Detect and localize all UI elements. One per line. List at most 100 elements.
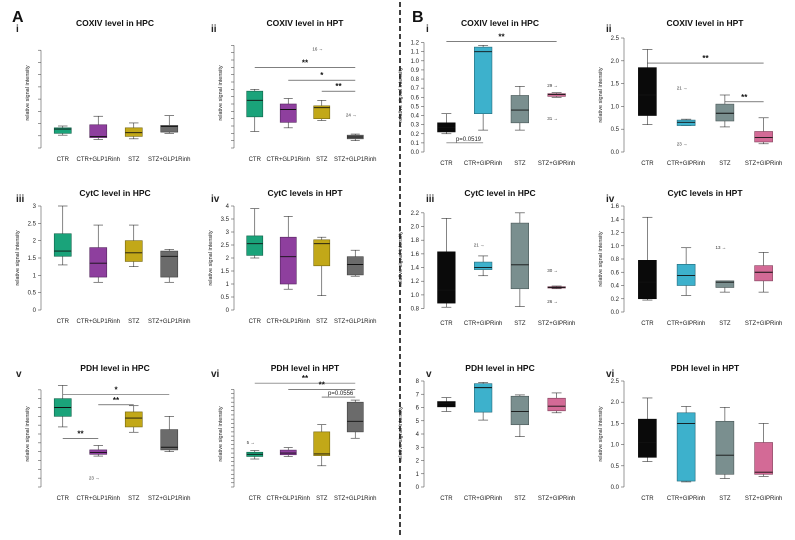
x-tick-label: STZ [719, 496, 731, 502]
y-tick-label: 5 [416, 419, 420, 425]
box-ctr-glp1rinh [279, 216, 297, 290]
x-tick-label: CTR+GLP1Rinh [76, 319, 120, 325]
box-iqr [346, 256, 364, 276]
chart-title: CytC levels in HPT [667, 188, 743, 198]
chart-roman-numeral: i [16, 24, 19, 35]
box-stz [124, 405, 143, 433]
chart-A-iv: iv CytC levels in HPT 0 0.5 1 1.5 2 2.5 3 3.5 4 rel… [208, 188, 377, 325]
chart-title: COXIV level in HPT [667, 18, 745, 28]
y-tick-label: 1 [226, 282, 230, 288]
y-tick-label: 3.5 [221, 217, 230, 223]
box-stz [510, 212, 529, 307]
box-iqr [279, 103, 297, 123]
chart-title: COXIV level in HPC [76, 18, 154, 28]
y-tick-label: 1.2 [411, 279, 420, 285]
significance-bracket: ** [98, 396, 134, 406]
y-tick-label: 6 [416, 406, 420, 412]
y-axis-label: relative signal intensity [25, 406, 31, 462]
x-tick-label: CTR+GIPRinh [464, 496, 503, 502]
box-stz-glp1rinh [160, 115, 179, 134]
x-tick-label: STZ [316, 319, 328, 325]
y-axis-label: relative signal intensity [208, 230, 214, 286]
box-iqr [124, 411, 143, 428]
box-stz-glp1rinh [346, 399, 364, 439]
x-tick-label: STZ [316, 157, 328, 163]
box-stz-glp1rinh [346, 133, 364, 141]
y-axis-label: relative signal intensity [598, 231, 604, 287]
box-iqr [474, 383, 493, 413]
box-iqr [547, 93, 566, 97]
y-tick-label: 0.2 [411, 132, 420, 138]
x-tick-label: STZ+GIPRinh [538, 321, 576, 327]
y-tick-label: 0 [226, 308, 230, 314]
box-iqr [124, 240, 143, 262]
box-iqr [754, 131, 773, 143]
y-tick-label: 8 [416, 379, 420, 385]
y-tick-label: 4 [226, 204, 230, 210]
box-ctr-glp1rinh [279, 447, 297, 457]
y-tick-label: 1 [33, 273, 37, 279]
x-tick-label: CTR+GIPRinh [667, 321, 706, 327]
x-tick-label: STZ [514, 496, 526, 502]
box-iqr [437, 401, 456, 408]
significance-bracket: ** [724, 93, 764, 103]
y-tick-label: 0.9 [411, 68, 420, 74]
chart-title: COXIV level in HPC [461, 18, 539, 28]
chart-roman-numeral: ii [211, 24, 217, 35]
box-ctr-giprinh [676, 118, 696, 126]
bracket-label: ** [77, 429, 84, 438]
y-tick-label: 2 [416, 459, 420, 465]
box-iqr [89, 247, 108, 278]
significance-bracket: ** [62, 429, 99, 439]
y-tick-label: 0.7 [411, 86, 420, 92]
box-ctr-giprinh [676, 406, 696, 483]
x-tick-label: CTR [440, 161, 453, 167]
box-stz [124, 224, 143, 267]
box-iqr [638, 260, 657, 300]
box-iqr [313, 105, 331, 119]
box-iqr [754, 442, 773, 475]
box-iqr [279, 449, 297, 456]
box-iqr [53, 233, 72, 257]
y-tick-label: 1.0 [611, 443, 620, 449]
outlier-label: 21 → [474, 242, 485, 247]
x-tick-label: CTR+GIPRinh [464, 161, 503, 167]
outlier-label: 30 → [547, 268, 558, 273]
y-tick-label: 1.8 [411, 238, 420, 244]
y-tick-label: 0 [416, 485, 420, 491]
box-stz-giprinh [754, 423, 773, 477]
x-tick-label: CTR+GLP1Rinh [266, 496, 310, 502]
x-tick-label: CTR [249, 157, 262, 163]
y-tick-label: 2.5 [611, 36, 620, 42]
box-ctr [638, 216, 657, 301]
chart-B-v: v PDH level in HPC 0 1 2 3 4 5 6 7 8 relative signa… [398, 363, 575, 502]
x-tick-label: STZ [316, 496, 328, 502]
x-tick-label: STZ+GLP1Rinh [148, 157, 191, 163]
box-ctr [437, 113, 456, 135]
y-tick-label: 1.5 [611, 421, 620, 427]
box-ctr [638, 397, 657, 462]
chart-B-iii: iii CytC level in HPC 0.8 1.0 1.2 1.4 1.6 1.8 2.… [398, 188, 575, 327]
x-tick-label: CTR+GLP1Rinh [266, 319, 310, 325]
box-ctr-glp1rinh [279, 98, 297, 129]
panel-letter-A: A [12, 9, 24, 26]
y-tick-label: 2.0 [611, 400, 620, 406]
chart-A-i: i COXIV level in HPC relative signal inten… [16, 18, 191, 163]
bracket-label: * [320, 71, 324, 80]
significance-bracket: ** [446, 33, 557, 42]
outlier-label: 31 → [547, 116, 558, 121]
outlier-label: 23 → [89, 476, 100, 481]
significance-bracket: ** [254, 58, 356, 68]
chart-B-ii: ii COXIV level in HPT 0.0 0.5 1.0 1.5 2.0 2.5 re… [598, 18, 782, 167]
chart-roman-numeral: iv [606, 194, 615, 205]
x-tick-label: STZ [514, 321, 526, 327]
box-ctr [53, 205, 72, 266]
x-tick-label: CTR+GIPRinh [667, 496, 706, 502]
box-stz-glp1rinh [160, 249, 179, 283]
box-iqr [474, 46, 493, 114]
y-axis-label: relative signal intensity [25, 65, 31, 121]
y-tick-label: 0.4 [611, 284, 620, 290]
bracket-label: p=0.0519 [456, 137, 482, 143]
chart-roman-numeral: iv [211, 194, 220, 205]
chart-roman-numeral: i [426, 24, 429, 35]
